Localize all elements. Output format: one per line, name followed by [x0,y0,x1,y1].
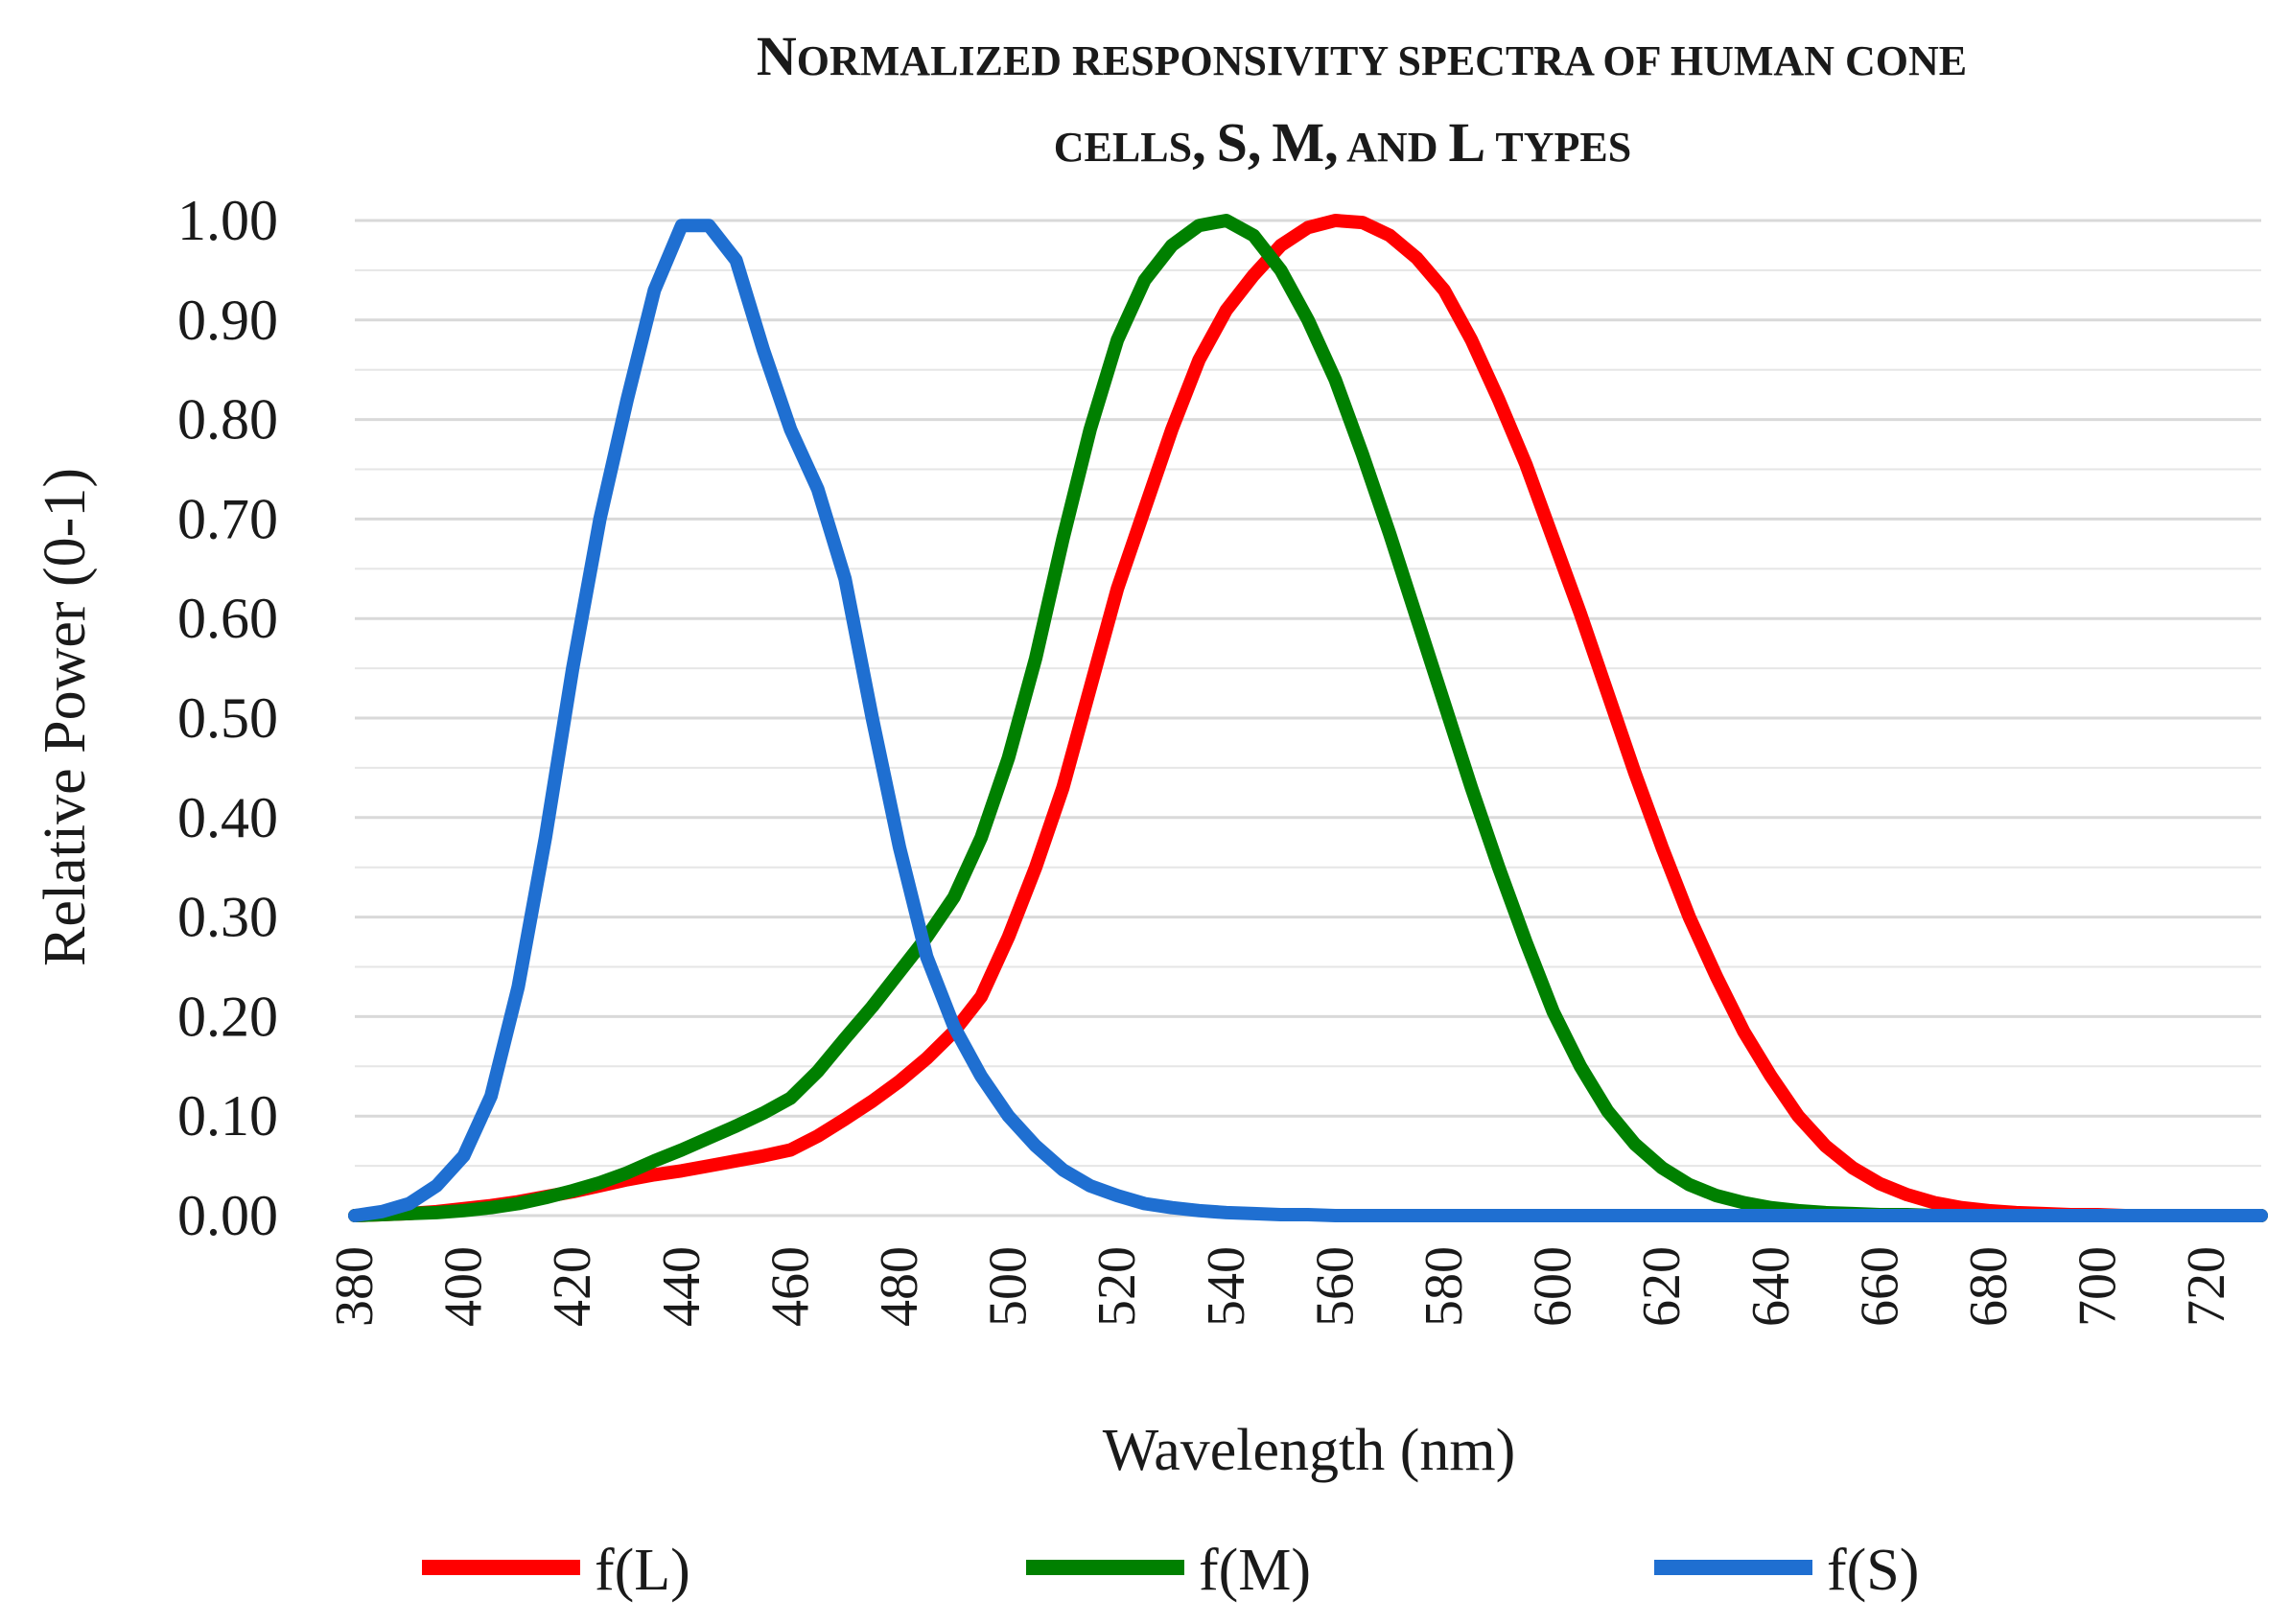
x-tick-label: 700 [2068,1246,2128,1327]
y-tick-label: 0.00 [177,1184,278,1247]
x-axis-ticks: 380 400 420 440 460 480 500 520 540 560 580 600 620 6… [325,1246,2236,1327]
x-axis-label: Wavelength (nm) [1103,1418,1516,1483]
y-tick-label: 0.10 [177,1084,278,1148]
y-tick-label: 0.40 [177,786,278,849]
x-tick-label: 420 [543,1246,602,1327]
y-tick-label: 0.30 [177,886,278,949]
y-tick-label: 0.60 [177,587,278,650]
chart-title-line-1: NORMALIZED RESPONSIVITY SPECTRA OF HUMAN… [757,25,1967,87]
legend: f(L) f(M) f(S) [422,1538,1919,1603]
x-tick-label: 520 [1087,1246,1147,1327]
chart-title-line-2: CELLS, S, M, AND L TYPES [1054,111,1631,174]
y-axis-ticks: 0.00 0.10 0.20 0.30 0.40 0.50 0.60 0.70 0.80 0.90… [177,189,278,1247]
legend-item-fl: f(L) [422,1538,690,1603]
y-tick-label: 0.50 [177,686,278,750]
legend-item-fs: f(S) [1654,1538,1919,1603]
legend-label: f(S) [1827,1538,1919,1603]
legend-label: f(L) [595,1538,690,1603]
y-tick-label: 0.90 [177,289,278,352]
y-tick-label: 0.20 [177,985,278,1048]
x-tick-label: 400 [434,1246,494,1327]
x-tick-label: 380 [325,1246,385,1327]
x-tick-label: 500 [979,1246,1039,1327]
x-tick-label: 560 [1305,1246,1365,1327]
series-line-fl [348,214,2268,1222]
x-tick-label: 680 [1959,1246,2019,1327]
x-tick-label: 580 [1414,1246,1474,1327]
x-tick-label: 440 [652,1246,712,1327]
x-tick-label: 640 [1741,1246,1801,1327]
x-tick-label: 720 [2177,1246,2236,1327]
legend-item-fm: f(M) [1026,1538,1311,1603]
x-tick-label: 460 [760,1246,820,1327]
x-tick-label: 600 [1524,1246,1583,1327]
x-tick-label: 540 [1197,1246,1256,1327]
x-tick-label: 480 [870,1246,929,1327]
chart-title: NORMALIZED RESPONSIVITY SPECTRA OF HUMAN… [757,25,1967,174]
y-tick-label: 1.00 [177,189,278,252]
series-line-fs [348,219,2268,1222]
y-axis-label: Relative Power (0-1) [33,468,98,966]
series-lines [348,214,2268,1222]
y-tick-label: 0.80 [177,388,278,452]
x-tick-label: 660 [1850,1246,1909,1327]
y-tick-label: 0.70 [177,487,278,550]
legend-label: f(M) [1199,1538,1311,1603]
x-tick-label: 620 [1632,1246,1692,1327]
gridlines [355,219,2261,1218]
